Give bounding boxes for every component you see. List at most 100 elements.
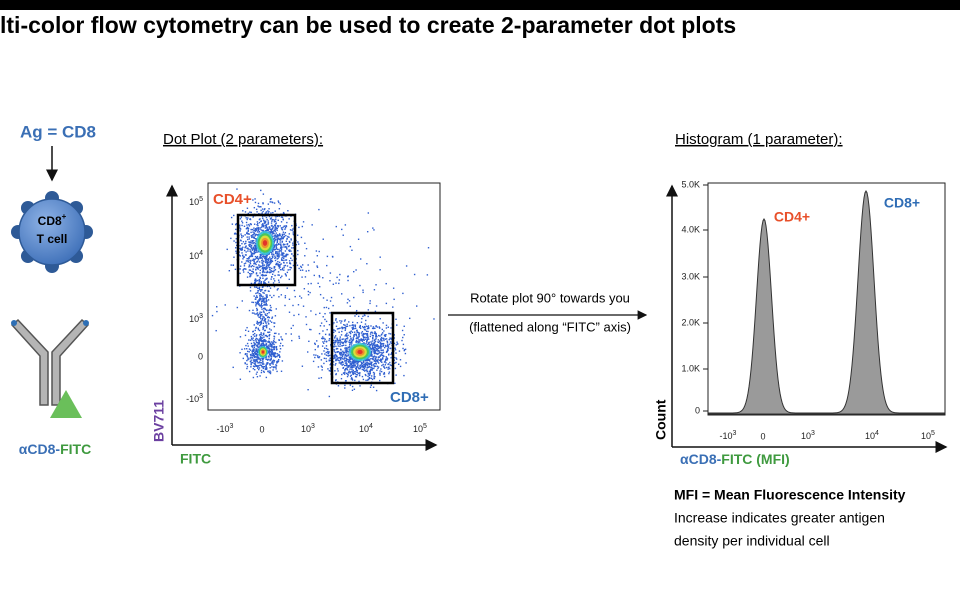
dot xyxy=(383,371,386,374)
dot xyxy=(292,231,294,233)
dot xyxy=(345,364,347,367)
dot xyxy=(263,340,265,342)
dot xyxy=(274,234,276,236)
dot xyxy=(282,255,284,257)
dot xyxy=(261,253,263,256)
dot xyxy=(396,343,399,345)
dot xyxy=(353,359,355,361)
dot xyxy=(342,342,345,344)
dot xyxy=(257,350,259,352)
dot xyxy=(378,347,380,350)
dot xyxy=(268,344,270,346)
dot xyxy=(377,356,380,359)
dot xyxy=(260,305,263,307)
dot xyxy=(333,337,336,339)
dot xyxy=(239,230,241,232)
dot xyxy=(387,349,389,351)
dot xyxy=(271,220,273,222)
dot xyxy=(342,353,345,356)
dot xyxy=(250,246,252,248)
dot xyxy=(338,282,340,285)
dot xyxy=(264,344,267,346)
dot xyxy=(277,200,279,202)
dot xyxy=(382,373,385,375)
dot xyxy=(270,348,273,351)
dot xyxy=(258,334,261,336)
dot xyxy=(394,349,397,351)
dot xyxy=(278,201,280,204)
dot xyxy=(346,335,348,338)
dot xyxy=(277,219,279,222)
dot xyxy=(353,372,355,374)
dot xyxy=(271,361,273,364)
dot xyxy=(369,386,372,388)
dot xyxy=(292,255,295,257)
dot xyxy=(251,236,254,238)
dot xyxy=(288,278,290,281)
dot xyxy=(278,255,280,257)
dot xyxy=(248,241,251,244)
dot xyxy=(374,352,377,354)
dot xyxy=(379,335,381,337)
dot xyxy=(256,296,259,299)
dot xyxy=(375,359,378,362)
dot xyxy=(367,326,369,328)
dot xyxy=(342,352,345,354)
dot xyxy=(364,373,367,376)
dot xyxy=(324,312,326,315)
dot xyxy=(248,257,250,259)
dot xyxy=(239,255,241,257)
dot xyxy=(364,323,367,325)
dot xyxy=(262,217,264,220)
dot xyxy=(362,291,364,294)
dot xyxy=(383,375,386,378)
dot xyxy=(377,334,380,337)
dot xyxy=(369,363,371,365)
dot xyxy=(265,254,268,256)
dot xyxy=(257,234,259,236)
dot xyxy=(361,364,364,367)
top-bar xyxy=(0,0,960,10)
dot xyxy=(386,341,389,343)
dot xyxy=(402,343,405,346)
dot xyxy=(345,334,348,336)
dot xyxy=(264,301,266,303)
dot xyxy=(323,340,326,342)
dot xyxy=(314,348,316,351)
dot xyxy=(226,248,228,251)
dot xyxy=(259,343,261,345)
dot xyxy=(266,296,268,298)
dot xyxy=(370,377,373,380)
dot xyxy=(276,252,279,255)
dot xyxy=(383,334,386,337)
dot xyxy=(258,341,260,343)
dot xyxy=(269,260,271,263)
dot xyxy=(251,264,254,267)
dot xyxy=(377,352,379,355)
dot xyxy=(275,364,277,366)
dot xyxy=(262,333,265,336)
dot xyxy=(402,336,404,339)
dot xyxy=(355,269,357,271)
dot xyxy=(344,349,347,351)
dot xyxy=(345,347,348,349)
dot xyxy=(272,282,275,284)
dot xyxy=(370,348,373,350)
gate xyxy=(330,311,395,385)
dot xyxy=(268,311,270,314)
dot xyxy=(267,261,269,263)
dot xyxy=(305,247,308,250)
dot xyxy=(269,228,272,231)
dot xyxy=(359,339,361,341)
dot xyxy=(262,266,264,268)
dot xyxy=(313,354,315,356)
dot xyxy=(277,360,280,362)
dot xyxy=(246,348,248,350)
dot xyxy=(284,295,287,297)
dot xyxy=(261,319,264,321)
dot xyxy=(389,341,392,343)
dot xyxy=(284,264,287,267)
dot xyxy=(320,359,323,361)
dot xyxy=(250,266,252,268)
dot xyxy=(385,282,387,285)
